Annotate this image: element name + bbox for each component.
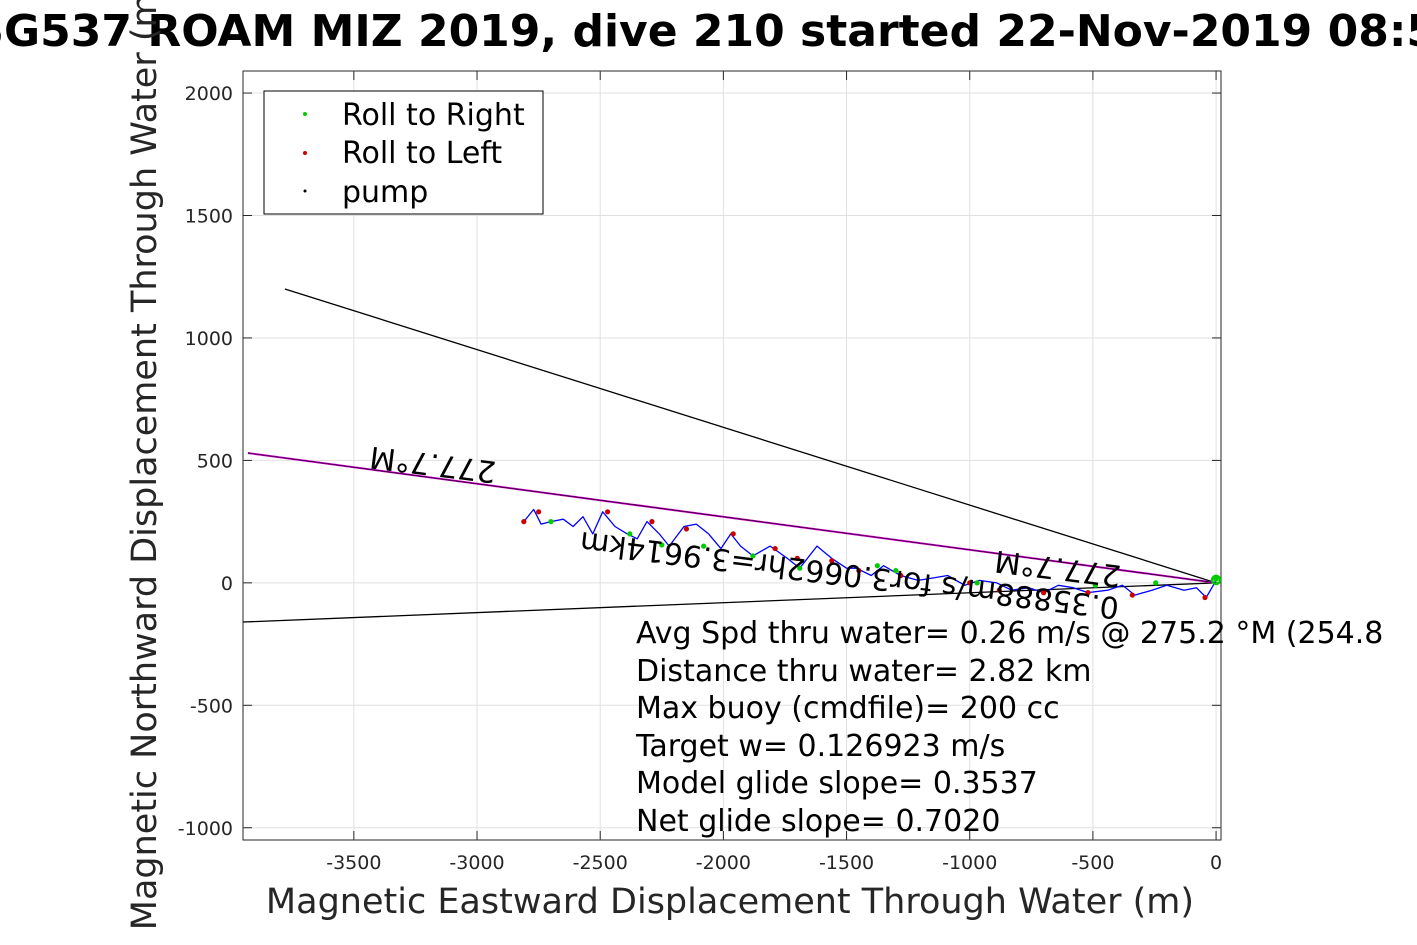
roll-left-point [521, 519, 527, 525]
roll-left-point [683, 526, 690, 532]
x-tick-label: 0 [1210, 852, 1222, 874]
roll-left-point [996, 587, 1002, 593]
x-tick-label: -500 [1071, 852, 1114, 874]
start-point [1210, 574, 1221, 586]
roll-right-point [874, 563, 880, 569]
grid [243, 71, 1221, 840]
x-axis-label: Magnetic Eastward Displacement Through W… [266, 882, 1194, 922]
roll-left-point [829, 558, 835, 564]
x-tick-label: -2000 [696, 852, 751, 874]
stat-avg-speed: Avg Spd thru water= 0.26 m/s @ 275.2 °M … [636, 616, 1383, 651]
stat-distance: Distance thru water= 2.82 km [636, 654, 1091, 689]
stat-target-w: Target w= 0.126923 m/s [635, 729, 1005, 764]
stat-max-buoy: Max buoy (cmdfile)= 200 cc [636, 691, 1060, 726]
roll-right-point [701, 543, 707, 549]
x-tick-label: -1500 [819, 852, 874, 874]
y-tick-label: 0 [221, 573, 233, 595]
roll-right-point [659, 542, 665, 548]
legend-label-right: Roll to Right [342, 98, 525, 133]
roll-right-point [750, 553, 756, 559]
legend-label-left: Roll to Left [342, 136, 502, 171]
legend-label-pump: pump [342, 175, 428, 210]
y-tick-label: -500 [190, 695, 233, 717]
roll-left-point [1041, 590, 1047, 596]
heading-line-dash [247, 452, 1217, 584]
roll-left-point [1129, 592, 1135, 598]
roll-left-point [898, 572, 904, 579]
roll-right-point [1092, 582, 1098, 588]
legend-marker-pump [303, 189, 307, 193]
roll-right-point [627, 531, 633, 537]
roll-right-point [974, 580, 980, 586]
roll-right-point [797, 565, 803, 571]
roll-left-point [967, 580, 973, 586]
legend-marker-left [303, 151, 307, 155]
marker-group [521, 509, 1221, 601]
y-tick-label: 500 [197, 450, 233, 472]
y-tick-label: 1500 [185, 205, 233, 227]
chart-title: SG537 ROAM MIZ 2019, dive 210 started 22… [0, 6, 1417, 57]
roll-left-point [794, 555, 800, 561]
roll-left-point [730, 531, 736, 537]
x-axis-ticks: -3500 -3000 -2500 -2000 -1500 -1000 -500 0 [326, 71, 1222, 874]
roll-right-point [548, 519, 554, 525]
roll-left-point [856, 568, 862, 574]
roll-right-point [1153, 580, 1159, 586]
x-tick-label: -3000 [449, 852, 504, 874]
reference-lines [243, 288, 1217, 623]
roll-left-point [649, 519, 655, 525]
stat-net-glide: Net glide slope= 0.7020 [636, 804, 1000, 839]
bound-line-upper [284, 288, 1217, 584]
stats-block: Avg Spd thru water= 0.26 m/s @ 275.2 °M … [635, 616, 1383, 839]
roll-left-point [1202, 594, 1208, 601]
legend-marker-right [303, 112, 307, 116]
legend: Roll to Right Roll to Left pump [263, 90, 544, 215]
roll-right-point [893, 568, 899, 574]
roll-right-point [1213, 576, 1219, 582]
x-tick-label: -2500 [573, 852, 628, 874]
y-tick-label: -1000 [178, 818, 233, 840]
roll-left-point [536, 509, 542, 515]
roll-left-point [604, 509, 611, 515]
bound-line-lower [243, 582, 1217, 623]
y-tick-label: 2000 [185, 83, 233, 105]
y-tick-label: 1000 [185, 328, 233, 350]
x-tick-label: -3500 [326, 852, 381, 874]
x-tick-label: -1000 [942, 852, 997, 874]
y-axis-label: Magnetic Northward Displacement Through … [125, 0, 165, 930]
roll-left-point [1085, 590, 1091, 596]
y-axis-ticks: -1000 -500 0 500 1000 1500 2000 [178, 83, 1221, 840]
stat-model-glide: Model glide slope= 0.3537 [636, 766, 1038, 801]
roll-left-point [772, 545, 778, 552]
legend-box [263, 90, 544, 215]
